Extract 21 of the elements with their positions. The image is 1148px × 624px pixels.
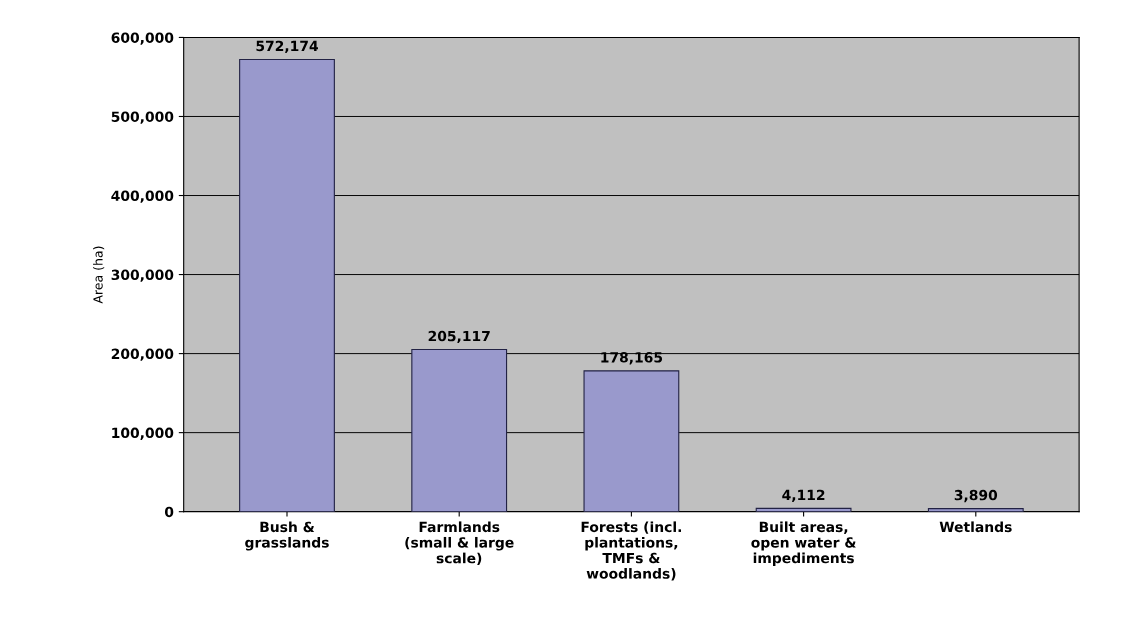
y-axis-title: Area (ha) (93, 246, 105, 304)
data-label: 572,174 (256, 40, 318, 53)
bar (239, 58, 335, 512)
y-tick-label: 300,000 (111, 269, 174, 282)
bar (411, 349, 508, 512)
data-label: 3,890 (954, 489, 998, 503)
bar (583, 370, 680, 512)
x-tick-label: Wetlands (939, 521, 1012, 533)
x-tick-label: Forests (incl. plantations, TMFs & woodlands) (581, 521, 681, 581)
y-tick-label: 600,000 (111, 32, 174, 45)
x-tick-label: Bush & grasslands (245, 521, 329, 551)
y-tick-label: 0 (164, 506, 174, 518)
x-tick-label: Farmlands (small & large scale) (405, 521, 514, 565)
y-tick-label: 100,000 (112, 427, 174, 440)
y-tick-label: 400,000 (111, 190, 174, 203)
x-tick-label: Built areas, open water & impediments (751, 521, 856, 566)
y-tick-label: 200,000 (111, 348, 174, 361)
data-label: 205,117 (428, 330, 490, 344)
data-label: 178,165 (601, 352, 663, 365)
data-label: 4,112 (782, 489, 825, 502)
y-tick-label: 500,000 (111, 111, 174, 124)
